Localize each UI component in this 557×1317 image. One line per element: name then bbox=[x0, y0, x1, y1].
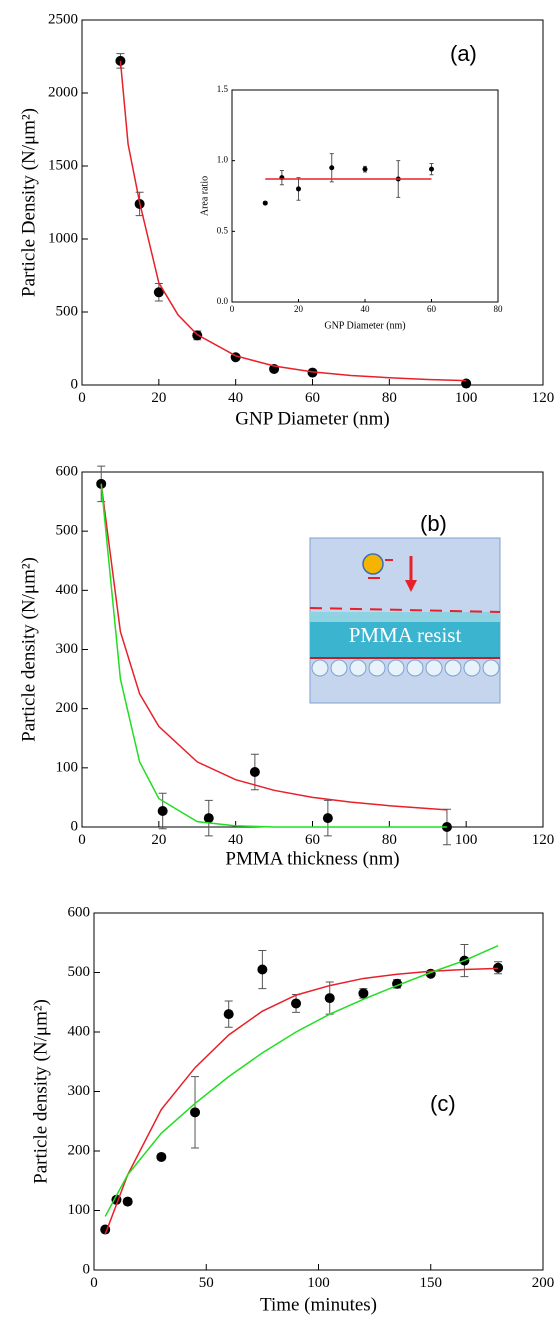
y-tick-label: 0.5 bbox=[217, 225, 229, 235]
y-axis-label: Area ratio bbox=[199, 176, 210, 216]
y-tick-label: 500 bbox=[56, 523, 79, 539]
x-tick-label: 80 bbox=[382, 832, 397, 848]
fit-line bbox=[100, 483, 447, 828]
x-tick-label: 100 bbox=[455, 390, 478, 406]
x-tick-label: 0 bbox=[90, 1275, 98, 1291]
data-point bbox=[358, 988, 369, 999]
x-tick-label: 50 bbox=[199, 1275, 214, 1291]
y-tick-label: 300 bbox=[68, 1083, 91, 1099]
data-point bbox=[153, 287, 164, 298]
plot-frame bbox=[231, 89, 499, 303]
y-tick-label: 200 bbox=[68, 1142, 91, 1158]
y-tick-label: 100 bbox=[56, 759, 79, 775]
y-tick-label: 2500 bbox=[48, 11, 78, 27]
data-point bbox=[156, 1151, 167, 1162]
x-tick-label: 0 bbox=[78, 390, 86, 406]
y-tick-label: 400 bbox=[68, 1023, 91, 1039]
x-tick-label: 40 bbox=[228, 832, 243, 848]
y-tick-label: 2000 bbox=[48, 84, 78, 100]
x-axis-label: PMMA thickness (nm) bbox=[225, 848, 399, 869]
fit-line bbox=[104, 945, 499, 1217]
panel-label: (a) bbox=[450, 41, 477, 66]
x-tick-label: 150 bbox=[420, 1275, 443, 1291]
diagram-label: PMMA resist bbox=[349, 623, 462, 647]
data-point bbox=[291, 998, 302, 1009]
panel-label: (c) bbox=[430, 1091, 456, 1116]
data-point bbox=[322, 813, 333, 824]
x-tick-label: 0 bbox=[78, 832, 86, 848]
panel-label: (b) bbox=[420, 511, 447, 536]
data-point bbox=[190, 1107, 201, 1118]
x-tick-label: 20 bbox=[151, 832, 166, 848]
x-tick-label: 100 bbox=[455, 832, 478, 848]
x-tick-label: 20 bbox=[151, 390, 166, 406]
data-point bbox=[429, 166, 434, 172]
x-tick-label: 20 bbox=[294, 304, 304, 314]
x-tick-label: 0 bbox=[230, 304, 235, 314]
y-tick-label: 600 bbox=[68, 904, 91, 920]
y-axis-label: Particle density (N/μm²) bbox=[18, 557, 39, 742]
data-point bbox=[493, 962, 504, 973]
x-axis-label: GNP Diameter (nm) bbox=[235, 408, 389, 429]
data-point bbox=[324, 993, 335, 1004]
pmma-diagram: PMMA resist bbox=[309, 537, 501, 704]
y-tick-label: 100 bbox=[68, 1202, 91, 1218]
x-tick-label: 40 bbox=[361, 304, 371, 314]
data-point bbox=[203, 813, 214, 824]
data-point bbox=[115, 55, 126, 66]
y-tick-label: 1.5 bbox=[217, 84, 229, 94]
x-tick-label: 100 bbox=[307, 1275, 330, 1291]
x-tick-label: 80 bbox=[382, 390, 397, 406]
x-tick-label: 40 bbox=[228, 390, 243, 406]
y-tick-label: 0 bbox=[71, 376, 79, 392]
data-point bbox=[362, 166, 368, 172]
x-tick-label: 60 bbox=[305, 832, 320, 848]
x-tick-label: 120 bbox=[532, 390, 555, 406]
x-tick-label: 120 bbox=[532, 832, 555, 848]
x-tick-label: 200 bbox=[532, 1275, 555, 1291]
x-axis-label: Time (minutes) bbox=[260, 1294, 377, 1315]
y-tick-label: 600 bbox=[56, 463, 79, 479]
data-point bbox=[122, 1196, 133, 1207]
y-tick-label: 0.0 bbox=[217, 296, 229, 306]
fit-line bbox=[119, 60, 467, 382]
fit-line bbox=[100, 483, 448, 811]
plot-frame bbox=[93, 912, 544, 1271]
data-point bbox=[249, 766, 260, 777]
y-tick-label: 0 bbox=[83, 1261, 91, 1277]
y-tick-label: 1500 bbox=[48, 157, 78, 173]
y-tick-label: 1000 bbox=[48, 230, 78, 246]
x-axis-label: GNP Diameter (nm) bbox=[324, 320, 405, 331]
y-tick-label: 1.0 bbox=[217, 155, 229, 165]
y-tick-label: 400 bbox=[56, 582, 79, 598]
y-axis-label: Particle Density (N/μm²) bbox=[18, 108, 39, 297]
x-tick-label: 60 bbox=[427, 304, 437, 314]
data-point bbox=[157, 806, 168, 817]
y-tick-label: 300 bbox=[56, 641, 79, 657]
y-tick-label: 500 bbox=[68, 964, 91, 980]
data-point bbox=[296, 186, 301, 192]
y-tick-label: 200 bbox=[56, 700, 79, 716]
plot-frame bbox=[81, 19, 544, 386]
data-point bbox=[262, 200, 268, 206]
data-point bbox=[223, 1009, 234, 1020]
y-tick-label: 500 bbox=[56, 303, 79, 319]
x-tick-label: 60 bbox=[305, 390, 320, 406]
y-axis-label: Particle density (N/μm²) bbox=[30, 999, 51, 1184]
x-tick-label: 80 bbox=[494, 304, 504, 314]
data-point bbox=[257, 964, 268, 975]
y-tick-label: 0 bbox=[71, 818, 79, 834]
data-point bbox=[329, 165, 335, 171]
fit-line bbox=[104, 967, 499, 1235]
